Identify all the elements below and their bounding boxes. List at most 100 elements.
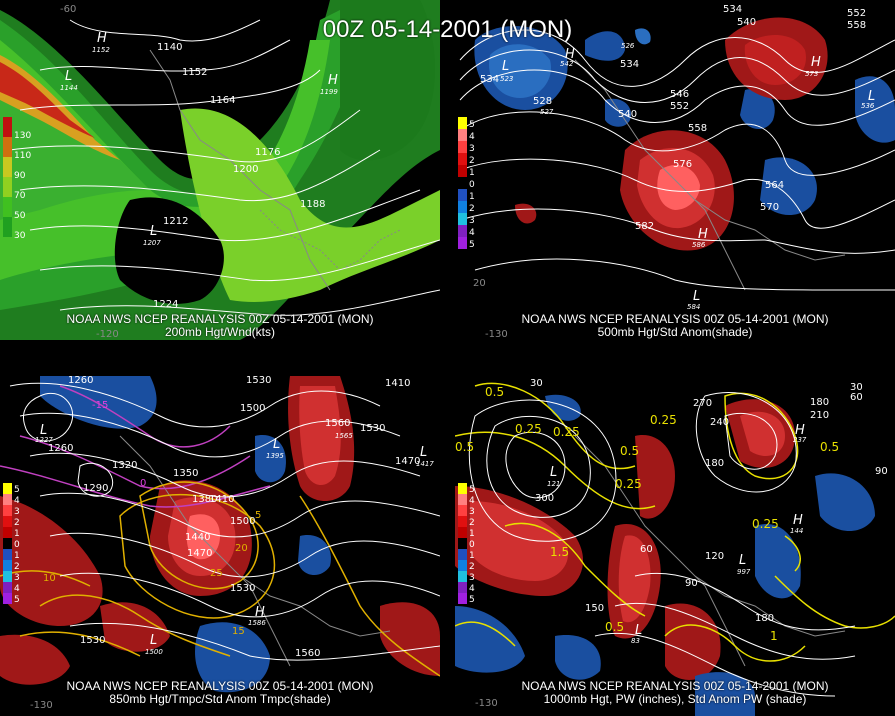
- colorbar-label: 3: [469, 573, 475, 583]
- temp-label: -15: [92, 400, 108, 411]
- panel-caption-line2: 1000mb Hgt, PW (inches), Std Anom PW (sh…: [543, 692, 807, 706]
- colorbar-label: 0: [14, 540, 20, 550]
- contour-label: 1530: [80, 635, 105, 646]
- map-200mb: 1140 1152 1164 1176 1188 1200 1212 1224 …: [0, 0, 440, 340]
- panel-1000mb: 30 60 90 120 150 180 210 240 270 300 30 …: [455, 376, 895, 716]
- pw-label: 0.25: [615, 477, 642, 491]
- low-marker: L: [502, 59, 509, 74]
- panel-caption-line1: NOAA NWS NCEP REANALYSIS 00Z 05-14-2001 …: [521, 679, 829, 693]
- contour-label: 534: [480, 74, 499, 85]
- pw-label: 0.5: [485, 385, 504, 399]
- panel-caption-line1: NOAA NWS NCEP REANALYSIS 00Z 05-14-2001 …: [521, 312, 829, 326]
- contour-label: 1530: [230, 583, 255, 594]
- contour-label: 30: [530, 378, 543, 389]
- contour-label: 540: [618, 109, 637, 120]
- contour-label-1200: 1200: [233, 164, 258, 175]
- lon-tick: -130: [485, 329, 508, 340]
- contour-label: 1530: [360, 423, 385, 434]
- contour-label-1140: 1140: [157, 42, 182, 53]
- contour-label: 1560: [295, 648, 320, 659]
- temp-label: 25: [210, 568, 223, 579]
- panel-caption-line1: NOAA NWS NCEP REANALYSIS 00Z 05-14-2001 …: [66, 679, 374, 693]
- contour-label: 180: [705, 458, 724, 469]
- low-marker: L: [150, 633, 157, 648]
- colorbar-label: 1: [14, 529, 20, 539]
- low-value: 1207: [143, 239, 161, 247]
- contour-label: 558: [847, 20, 866, 31]
- contour-label: 540: [737, 17, 756, 28]
- colorbar-label: 90: [14, 171, 26, 181]
- pw-label: 1.5: [550, 545, 569, 559]
- low-value: 584: [687, 303, 700, 311]
- colorbar-label: 110: [14, 151, 31, 161]
- panel-200mb: 1140 1152 1164 1176 1188 1200 1212 1224 …: [0, 0, 440, 340]
- contour-label: 1500: [230, 516, 255, 527]
- colorbar-label: 4: [469, 228, 475, 238]
- contour-label: 180: [755, 613, 774, 624]
- map-500mb: 534 534 540 546 552 558 564 570 576 582 …: [455, 0, 895, 340]
- high-value: 1565: [335, 432, 353, 440]
- colorbar-label: 2: [469, 204, 475, 214]
- contour-label: 90: [685, 578, 698, 589]
- contour-label: 1350: [173, 468, 198, 479]
- high-value: 1199: [320, 88, 338, 96]
- high-value: 542: [560, 60, 574, 68]
- contour-label: 552: [847, 8, 866, 19]
- low-marker: L: [635, 623, 642, 638]
- temp-label: 20: [235, 543, 248, 554]
- contour-label: 180: [810, 397, 829, 408]
- low-value: 83: [631, 637, 640, 645]
- contour-label: 546: [670, 89, 689, 100]
- high-marker: H: [565, 47, 575, 62]
- colorbar-850mb: 5 4 3 2 1 0 1 2 3 4 5: [3, 483, 20, 605]
- high-value: 586: [692, 241, 706, 249]
- colorbar-1000mb: 5 4 3 2 1 0 1 2 3 4 5: [458, 483, 475, 605]
- contour-label: 270: [693, 398, 712, 409]
- low-marker: L: [693, 289, 700, 304]
- high-value: 144: [790, 527, 803, 535]
- low-marker: L: [868, 89, 875, 104]
- panel-caption-line2: 850mb Hgt/Tmpc/Std Anom Tmpc(shade): [109, 692, 331, 706]
- contour-label-1212: 1212: [163, 216, 188, 227]
- low-value: 1395: [266, 452, 284, 460]
- low-value: 523: [500, 75, 513, 83]
- lat-tick: 20: [473, 278, 486, 289]
- low-value: 1227: [35, 436, 53, 444]
- colorbar-label: 3: [469, 144, 475, 154]
- high-value: 526: [621, 42, 635, 50]
- colorbar-500mb: 5 4 3 2 1 0 1 2 3 4 5: [458, 117, 475, 250]
- high-value: 237: [793, 436, 807, 444]
- contour-label: 120: [705, 551, 724, 562]
- pw-label: 0.25: [650, 413, 677, 427]
- lon-tick: -120: [96, 329, 119, 340]
- contour-label: 210: [810, 410, 829, 421]
- colorbar-200mb: 130 110 90 70 50 30: [3, 117, 31, 241]
- contour-label: 1260: [68, 376, 93, 386]
- panel-caption-line2: 200mb Hgt/Wnd(kts): [164, 325, 276, 339]
- contour-label: 552: [670, 101, 689, 112]
- pw-label: 0.25: [553, 425, 580, 439]
- contour-label: 534: [620, 59, 639, 70]
- low-marker: L: [550, 465, 557, 480]
- low-marker: L: [273, 437, 280, 452]
- colorbar-label: 5: [469, 485, 475, 495]
- colorbar-label: 5: [14, 485, 20, 495]
- contour-label: 1470: [187, 548, 212, 559]
- colorbar-label: 0: [469, 540, 475, 550]
- low-marker: L: [150, 224, 157, 239]
- pw-label: 0.5: [455, 440, 474, 454]
- colorbar-label: 4: [14, 496, 20, 506]
- temp-label: 5: [255, 510, 261, 521]
- colorbar-label: 4: [14, 584, 20, 594]
- contour-label: 1560: [325, 418, 350, 429]
- contour-label: 60: [850, 392, 863, 403]
- high-marker: H: [328, 73, 338, 88]
- low-marker: L: [40, 423, 47, 438]
- low-value: 1500: [145, 648, 163, 656]
- contour-label: 1530: [246, 376, 271, 386]
- contour-label-1188: 1188: [300, 199, 325, 210]
- high-marker: H: [698, 227, 708, 242]
- contour-label-1164: 1164: [210, 95, 235, 106]
- lon-tick: -130: [475, 698, 498, 709]
